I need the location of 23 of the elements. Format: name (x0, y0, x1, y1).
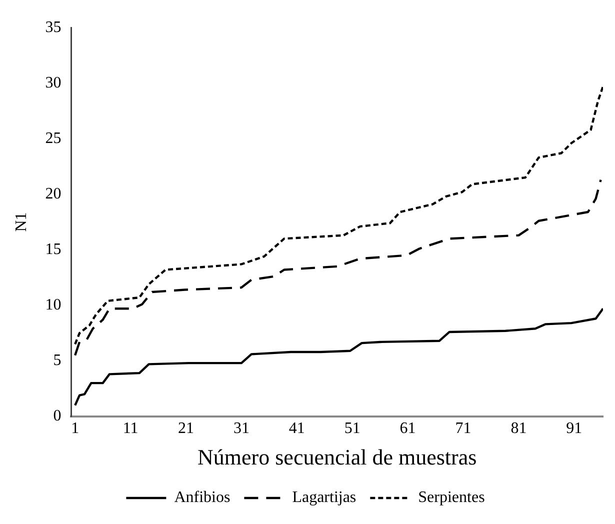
x-tick-label: 71 (455, 420, 472, 438)
y-tick-label: 0 (53, 408, 62, 425)
x-tick-label: 1 (71, 420, 80, 438)
x-tick-label: 91 (566, 420, 582, 438)
y-tick-label: 25 (45, 130, 62, 147)
y-tick-label: 30 (45, 74, 62, 92)
x-tick-label: 11 (122, 420, 138, 438)
x-tick-label: 21 (178, 420, 194, 438)
legend-label: Anfibios (174, 489, 230, 506)
y-tick-label: 15 (45, 240, 62, 258)
legend-label: Lagartijas (292, 489, 356, 506)
y-tick-label: 5 (53, 352, 62, 370)
y-tick-label: 10 (45, 296, 62, 314)
x-tick-label: 51 (344, 420, 360, 438)
x-tick-label: 61 (400, 420, 416, 438)
y-tick-label: 35 (45, 18, 62, 36)
y-tick-label: 20 (45, 185, 62, 202)
x-axis-title: Número secuencial de muestras (198, 444, 477, 470)
x-tick-label: 81 (510, 420, 527, 438)
legend-label: Serpientes (418, 489, 485, 506)
x-tick-label: 31 (233, 420, 250, 438)
x-tick-label: 41 (288, 420, 305, 438)
y-axis-title: N1 (12, 212, 30, 232)
